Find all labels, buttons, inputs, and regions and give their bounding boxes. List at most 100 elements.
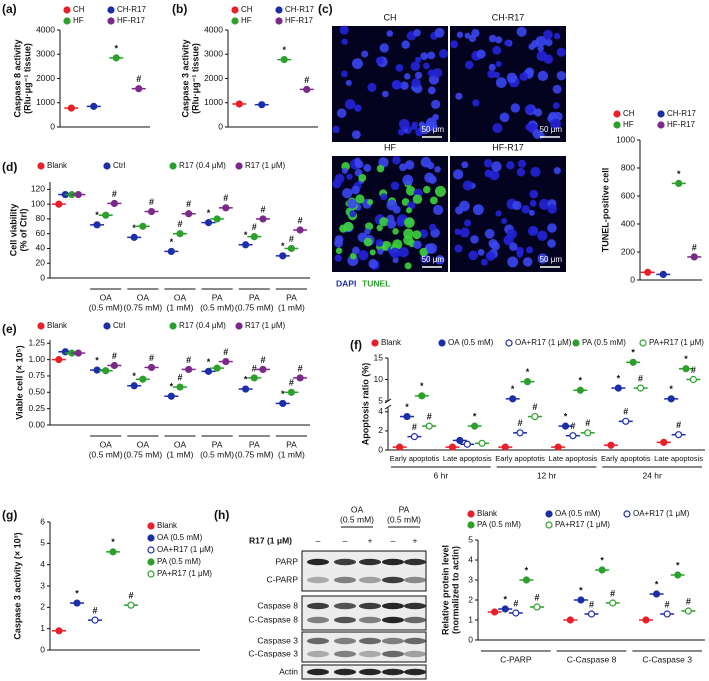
cell-nucleus [422,185,431,194]
significance-mark: # [112,189,117,199]
cell-nucleus [537,70,549,82]
data-point [667,395,675,403]
significance-mark: # [532,402,537,412]
blot-row-label: C-Caspase 8 [248,614,298,624]
x-tick-label: Late apoptosis [549,454,598,463]
blot-band [307,602,329,610]
significance-mark: # [298,363,303,373]
data-point [303,85,311,94]
data-point [130,233,138,241]
blot-box [301,550,427,592]
cell-nucleus [434,27,445,38]
cell-nucleus [336,108,347,118]
cell-nucleus [423,62,430,70]
data-point [607,441,615,449]
blot-band [382,668,404,676]
significance-mark: # [412,422,417,432]
y-tick-label: 5 [40,538,45,548]
cell-nucleus [510,103,520,113]
x-tick-label: PA [212,292,223,302]
cell-nucleus [405,186,416,196]
significance-mark: * [170,382,174,392]
cell-nucleus [431,99,441,109]
data-point [642,616,650,624]
data-point [689,375,697,384]
cell-nucleus [512,200,522,211]
data-point [139,375,147,383]
y-tick-label: 400 [621,218,635,228]
blot-band [404,616,426,624]
data-point [598,566,606,574]
significance-mark: * [579,585,583,595]
cell-nucleus [386,199,398,211]
y-tick-label: 0.00 [28,419,45,429]
data-point [147,363,156,372]
cell-nucleus [414,71,423,79]
cell-nucleus [485,251,496,261]
y-axis-label: TUNEL-positive cell [600,168,610,253]
stain-label: TUNEL [362,278,390,288]
cell-nucleus [399,118,410,130]
legend-marker [657,110,665,118]
x-tick-note: (1 mM) [278,449,305,459]
significance-mark: * [564,411,568,421]
y-tick-label: 3 [468,574,473,584]
data-point [93,221,101,229]
data-point [185,210,193,218]
y-tick-label: 5 [378,395,383,405]
significance-mark: * [170,237,174,247]
y-tick-label: 0 [218,121,223,131]
panel-label: (g) [2,508,17,522]
blot-row-label: Caspase 8 [257,600,298,610]
legend-marker [169,162,177,170]
x-tick-note: (0.75 mM) [235,449,274,459]
x-tick-label: PA [249,439,260,449]
cell-nucleus [529,199,537,207]
blot-box [301,631,427,663]
x-tick-note: (0.5 mM) [89,449,123,459]
y-tick-label: 15 [374,352,384,362]
cell-nucleus [477,249,485,256]
cell-nucleus [402,174,414,186]
data-point [501,605,509,613]
cell-nucleus [428,223,437,231]
data-point [531,412,539,421]
cell-nucleus [516,167,526,177]
significance-mark: * [95,355,99,365]
data-point [185,365,193,374]
cell-nucleus [334,254,342,262]
data-point [296,374,304,382]
cell-nucleus [349,210,357,218]
data-point [279,399,287,408]
legend-label: R17 (1 μM) [245,321,286,330]
data-point [287,244,296,253]
data-point [235,100,243,108]
cell-nucleus [434,254,445,265]
legend-label: OA+R17 (1 μM) [633,509,690,518]
cell-nucleus [464,32,471,39]
legend-marker [467,521,475,529]
y-tick-label: 0 [630,274,635,284]
x-tick-note: (0.75 mM) [235,302,274,312]
cell-nucleus [528,43,536,51]
cell-nucleus [345,79,352,86]
data-point [176,383,184,391]
legend-label: HF-R17 [667,120,696,129]
cell-nucleus [536,50,548,62]
data-point [139,222,147,230]
significance-mark: * [525,565,529,575]
y-axis-label: (Rlu·μg⁻¹ tissue) [22,43,32,114]
cell-nucleus [456,31,464,39]
cell-nucleus [420,52,429,61]
legend-label: OA+R17 (1 μM) [515,338,572,347]
cell-nucleus [411,78,421,88]
legend-label: PA+R17 (1 μM) [157,569,212,578]
significance-mark: # [223,193,228,203]
scale-bar-label: 50 μm [422,255,445,264]
data-point [73,599,81,607]
data-point [587,610,596,618]
blot-band [404,637,426,645]
y-tick-label: 6 [40,516,45,526]
panel-label: (a) [2,2,17,16]
cell-nucleus [419,247,429,257]
